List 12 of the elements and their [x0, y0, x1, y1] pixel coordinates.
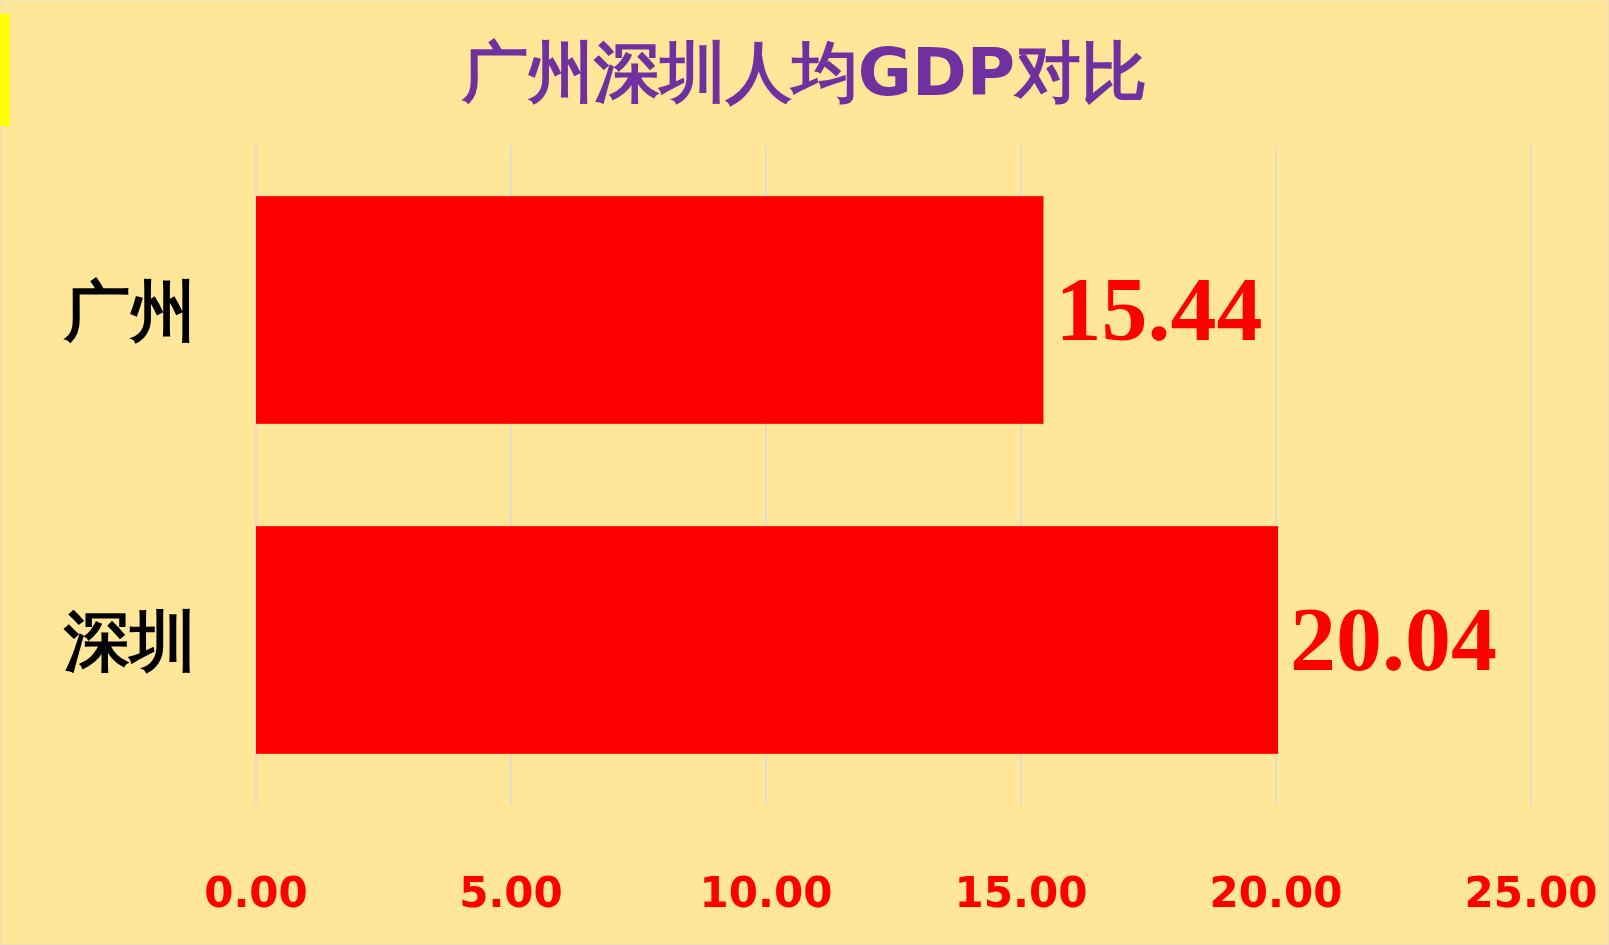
- y-tick-label: 广州: [63, 273, 196, 350]
- x-tick-label: 20.00: [1209, 868, 1343, 917]
- data-label: 15.44: [1055, 258, 1263, 360]
- data-label: 20.04: [1290, 588, 1498, 690]
- y-tick-label: 深圳: [63, 603, 196, 680]
- chart-title: 广州深圳人均GDP对比: [460, 34, 1148, 111]
- x-tick-label: 0.00: [204, 868, 308, 917]
- x-tick-label: 5.00: [459, 868, 563, 917]
- x-tick-label: 10.00: [699, 868, 833, 917]
- x-tick-label: 25.00: [1464, 868, 1598, 917]
- title: 广州深圳人均GDP对比: [0, 14, 1148, 126]
- x-tick-label: 15.00: [954, 868, 1088, 917]
